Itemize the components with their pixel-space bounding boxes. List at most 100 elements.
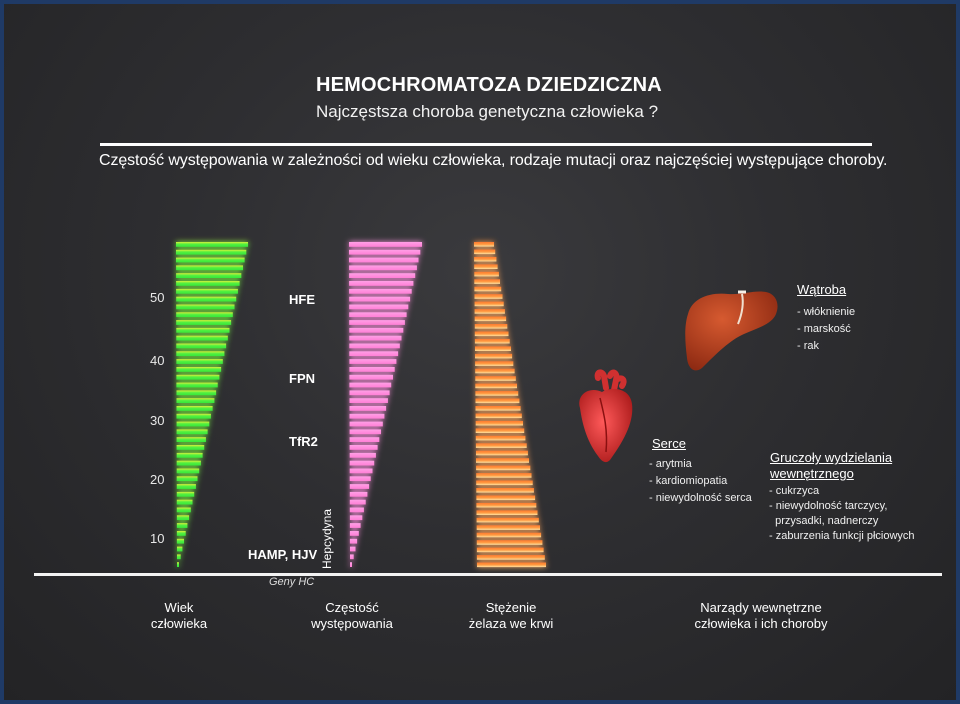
age-wedge: [176, 242, 248, 567]
frequency-wedge-stripe: [349, 476, 371, 482]
iron-wedge-stripe: [477, 562, 546, 568]
age-wedge-stripe: [177, 546, 183, 552]
frequency-wedge-stripe: [349, 374, 393, 380]
frequency-wedge-stripe: [349, 413, 385, 419]
iron-wedge-stripe: [475, 346, 511, 351]
age-wedge-stripe: [176, 327, 230, 333]
axis-label-age-line1: Wiek: [164, 600, 194, 615]
frequency-wedge-stripe: [349, 491, 368, 497]
iron-wedge-stripe: [476, 480, 533, 486]
frequency-wedge-stripe: [349, 327, 404, 333]
age-wedge-stripe: [176, 484, 196, 489]
frequency-wedge-stripe: [349, 265, 417, 271]
frequency-wedge-stripe: [349, 445, 378, 450]
iron-wedge-stripe: [475, 413, 522, 419]
iron-wedge-stripe: [475, 398, 520, 404]
frequency-wedge-stripe: [349, 312, 407, 318]
frequency-wedge-stripe: [349, 507, 364, 513]
iron-wedge-stripe: [475, 443, 527, 448]
frequency-wedge-stripe: [349, 335, 402, 341]
iron-wedge-stripe: [475, 376, 516, 381]
age-wedge-stripe: [176, 312, 233, 318]
frequency-wedge-stripe: [349, 429, 381, 435]
liver-disease-item: - marskość: [797, 323, 851, 335]
iron-wedge-stripe: [476, 547, 544, 553]
frequency-wedge: [349, 242, 422, 567]
frequency-wedge-stripe: [349, 242, 422, 247]
iron-wedge-stripe: [476, 458, 529, 463]
frequency-wedge-stripe: [349, 484, 370, 489]
heart-disease-item: - kardiomiopatia: [649, 475, 728, 487]
age-tick-30: 30: [150, 413, 165, 428]
frequency-wedge-stripe: [349, 296, 411, 302]
age-wedge-stripe: [176, 531, 186, 536]
gene-tfr2: TfR2: [289, 434, 318, 449]
age-wedge-stripe: [176, 476, 198, 482]
age-wedge-stripe: [176, 538, 184, 544]
iron-wedge-stripe: [476, 555, 545, 560]
genes-caption: Geny HC: [269, 576, 315, 588]
glands-diseases: - cukrzyca - niewydolność tarczycy, przy…: [769, 484, 915, 544]
frequency-wedge-stripe: [349, 367, 395, 372]
age-wedge-stripe: [176, 320, 232, 325]
axis-label-iron-line1: Stężenie: [485, 600, 537, 615]
frequency-wedge-stripe: [349, 452, 376, 458]
age-tick-40: 40: [150, 353, 165, 368]
age-wedge-stripe: [176, 249, 247, 255]
iron-wedge-stripe: [476, 450, 528, 456]
age-wedge-stripe: [176, 281, 240, 286]
age-tick-10: 10: [150, 531, 165, 546]
iron-wedge-stripe: [476, 510, 538, 515]
age-wedge-stripe: [176, 359, 223, 364]
glands-title-line1: Gruczoły wydzielania: [770, 450, 893, 465]
axis-label-frequency-line2: występowania: [311, 616, 393, 631]
age-tick-20: 20: [150, 472, 165, 487]
iron-wedge-stripe: [475, 383, 517, 389]
glands-title: Gruczoły wydzielania wewnętrznego: [770, 450, 892, 482]
page-title: HEMOCHROMATOZA DZIEDZICZNA: [316, 74, 662, 96]
frequency-wedge-stripe: [349, 343, 400, 349]
iron-wedge-stripe: [474, 271, 499, 277]
hepcydyna-label: Hepcydyna: [320, 508, 334, 569]
age-wedge-stripe: [176, 288, 238, 294]
frequency-wedge-stripe: [350, 554, 354, 560]
age-wedge-stripe: [176, 257, 245, 263]
age-wedge-stripe: [176, 304, 235, 310]
age-wedge-stripe: [176, 351, 225, 357]
age-wedge-stripe: [176, 273, 242, 278]
heart-disease-item: - niewydolność serca: [649, 492, 752, 504]
frequency-wedge-stripe: [349, 499, 366, 505]
age-wedge-stripe: [176, 468, 200, 474]
iron-wedge-stripe: [475, 361, 514, 366]
age-wedge-stripe: [176, 374, 220, 380]
axis-label-age: Wiek człowieka: [144, 600, 214, 632]
iron-wedge-stripe: [476, 488, 534, 493]
age-wedge-stripe: [176, 390, 217, 396]
axis-label-organs-line1: Narządy wewnętrzne: [700, 600, 822, 615]
iron-wedge-stripe: [476, 473, 532, 478]
frequency-wedge-stripe: [350, 562, 352, 567]
iron-wedge-stripe: [476, 532, 542, 538]
iron-wedge-stripe: [475, 353, 513, 359]
frequency-wedge-stripe: [349, 398, 388, 403]
age-wedge-stripe: [176, 242, 248, 247]
frequency-wedge-stripe: [349, 281, 414, 286]
title-divider: [100, 143, 872, 146]
age-wedge-stripe: [176, 499, 193, 505]
frequency-wedge-stripe: [349, 382, 392, 388]
iron-wedge-stripe: [476, 495, 536, 501]
frequency-wedge-stripe: [349, 359, 397, 364]
iron-wedge-stripe: [474, 331, 509, 337]
liver-disease-item: - włóknienie: [797, 306, 856, 318]
age-wedge-stripe: [176, 382, 218, 388]
iron-wedge-stripe: [475, 420, 523, 426]
age-wedge-stripe: [176, 398, 215, 403]
wedges-svg: [176, 242, 546, 568]
age-wedge-stripe: [176, 460, 201, 466]
heart-diseases: - arytmia - kardiomiopatia - niewydolnoś…: [649, 456, 752, 507]
iron-wedge-stripe: [476, 502, 537, 508]
iron-wedge-stripe: [474, 249, 496, 255]
age-wedge-stripe: [176, 445, 205, 450]
frequency-wedge-stripe: [349, 351, 399, 357]
heart-icon: [579, 369, 633, 463]
